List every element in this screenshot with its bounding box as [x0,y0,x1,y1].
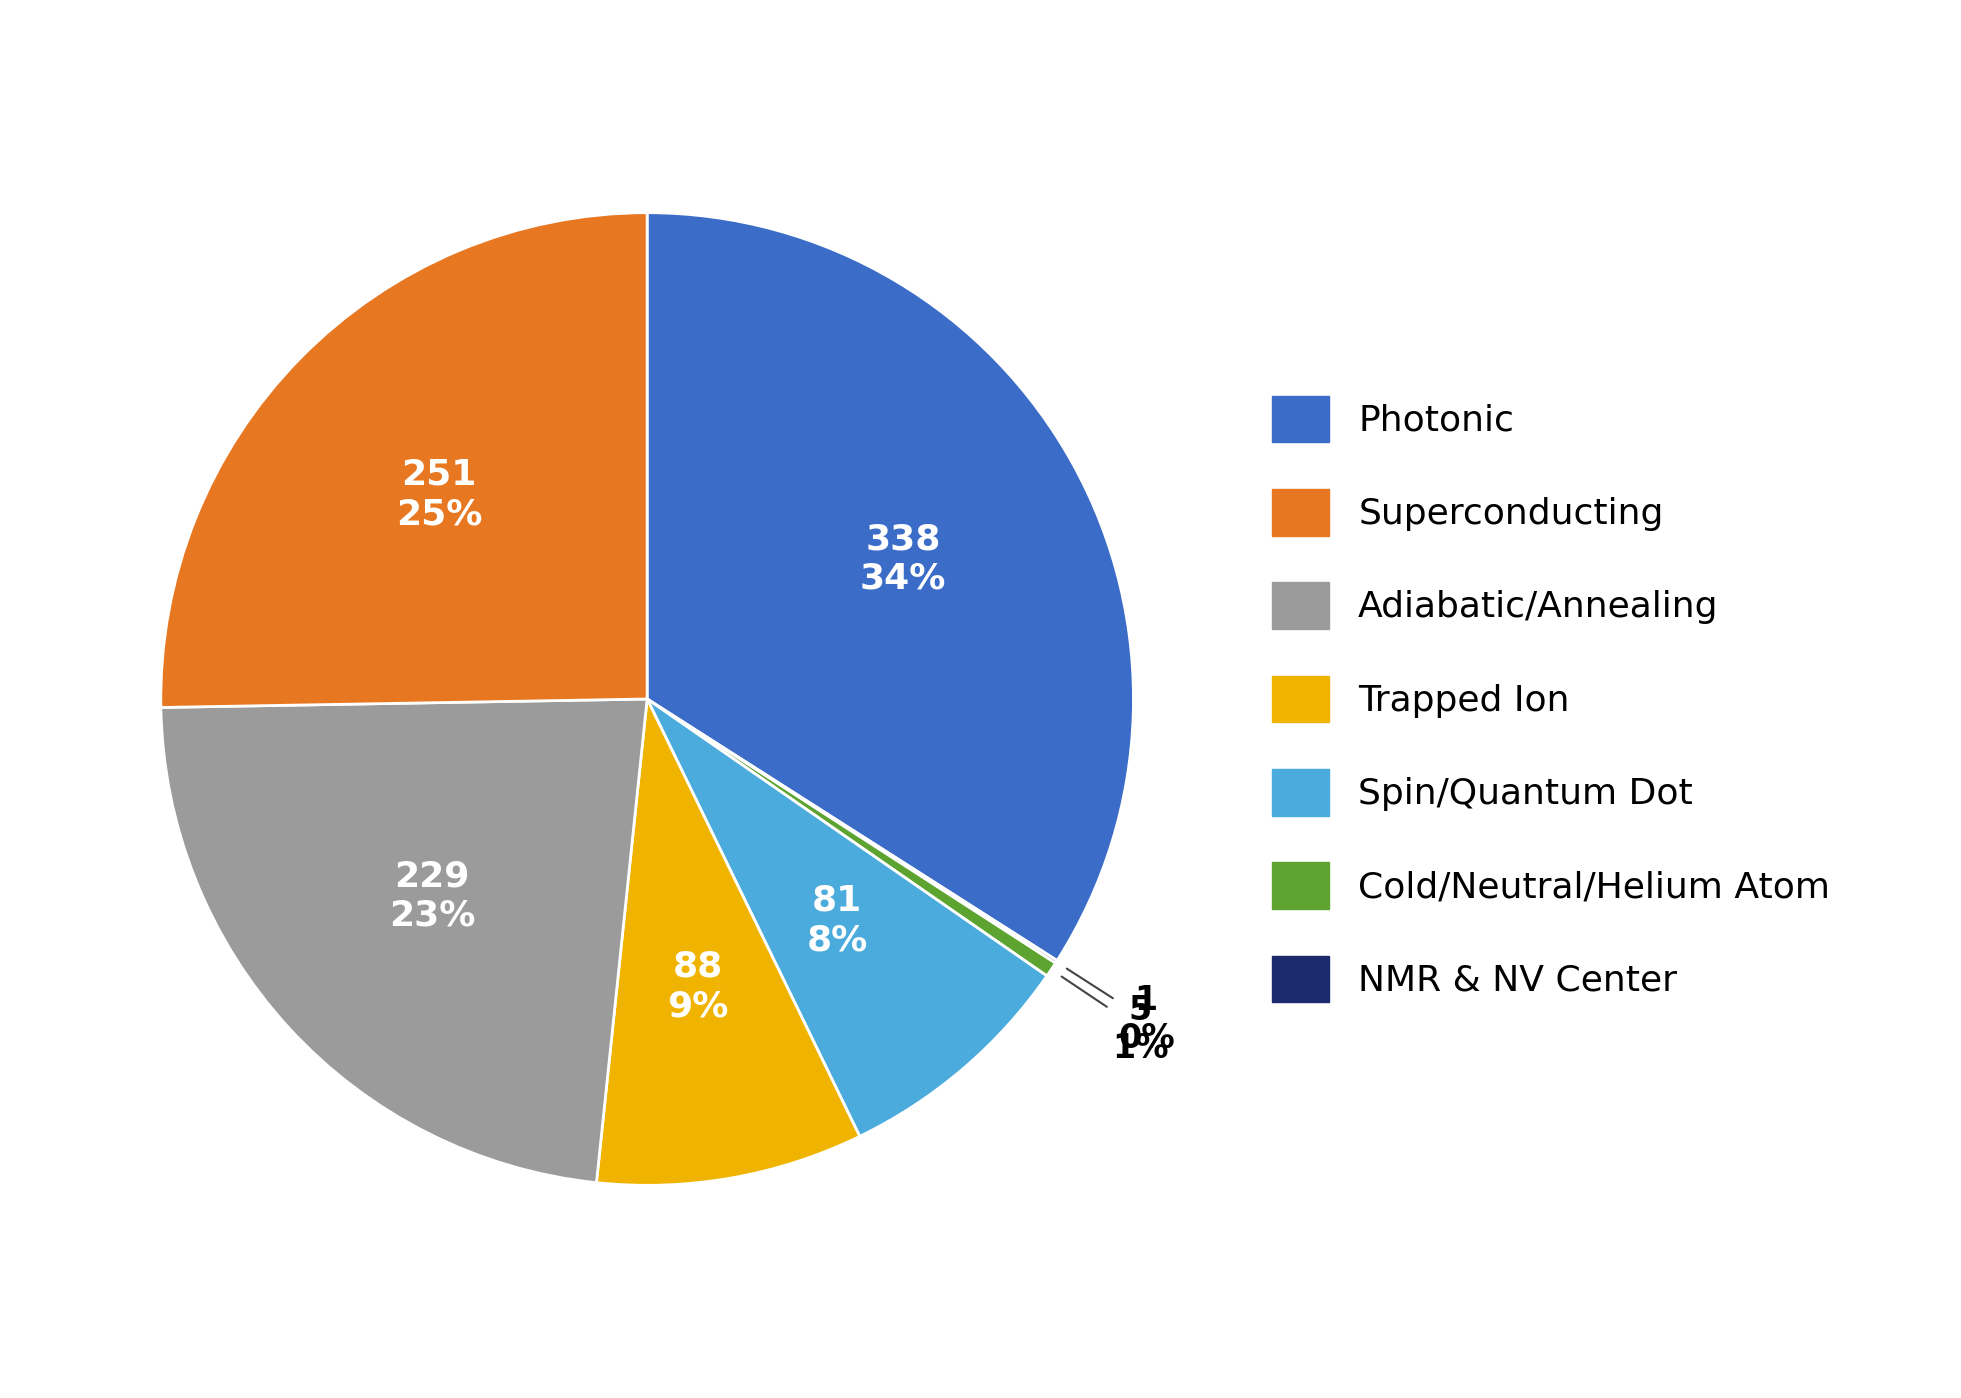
Legend: Photonic, Superconducting, Adiabatic/Annealing, Trapped Ion, Spin/Quantum Dot, C: Photonic, Superconducting, Adiabatic/Ann… [1253,377,1849,1021]
Text: 1
0%: 1 0% [1067,969,1175,1055]
Text: 229
23%: 229 23% [388,860,475,932]
Wedge shape [161,212,647,707]
Wedge shape [596,699,859,1186]
Wedge shape [647,212,1133,960]
Text: 251
25%: 251 25% [396,457,482,531]
Text: 338
34%: 338 34% [859,521,947,596]
Text: 81
8%: 81 8% [806,884,867,958]
Wedge shape [647,699,1047,1137]
Text: 88
9%: 88 9% [667,949,728,1023]
Wedge shape [161,699,647,1183]
Wedge shape [647,699,1055,976]
Wedge shape [647,699,1057,963]
Text: 5
1%: 5 1% [1061,977,1169,1065]
